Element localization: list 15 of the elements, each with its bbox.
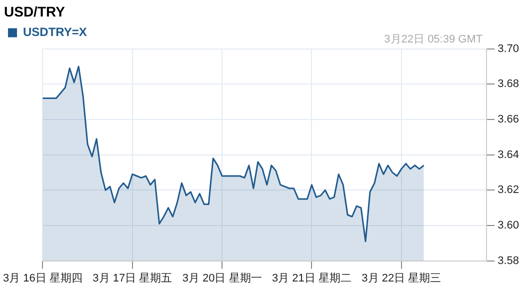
chart-title: USD/TRY (4, 3, 66, 20)
y-tick-label: 3.66 (498, 114, 520, 126)
y-tick-label: 3.58 (498, 254, 520, 267)
x-tick-label: 3月 20日 星期一 (182, 272, 262, 284)
y-tick-label: 3.60 (498, 220, 520, 232)
y-tick-label: 3.64 (498, 148, 520, 161)
x-tick-label: 3月 22日 星期三 (362, 272, 442, 284)
legend-label: USDTRY=X (23, 25, 87, 40)
y-tick-label: 3.62 (498, 184, 520, 196)
x-tick-label: 3月 21日 星期二 (272, 272, 352, 284)
x-tick-label: 3月 16日 星期四 (3, 272, 82, 284)
y-tick-label: 3.68 (498, 78, 520, 90)
text: 3月22日 05:39 GMT (384, 33, 483, 46)
y-tick-label: 3.70 (498, 42, 520, 55)
x-tick-label: 3月 17日 星期五 (92, 272, 172, 284)
